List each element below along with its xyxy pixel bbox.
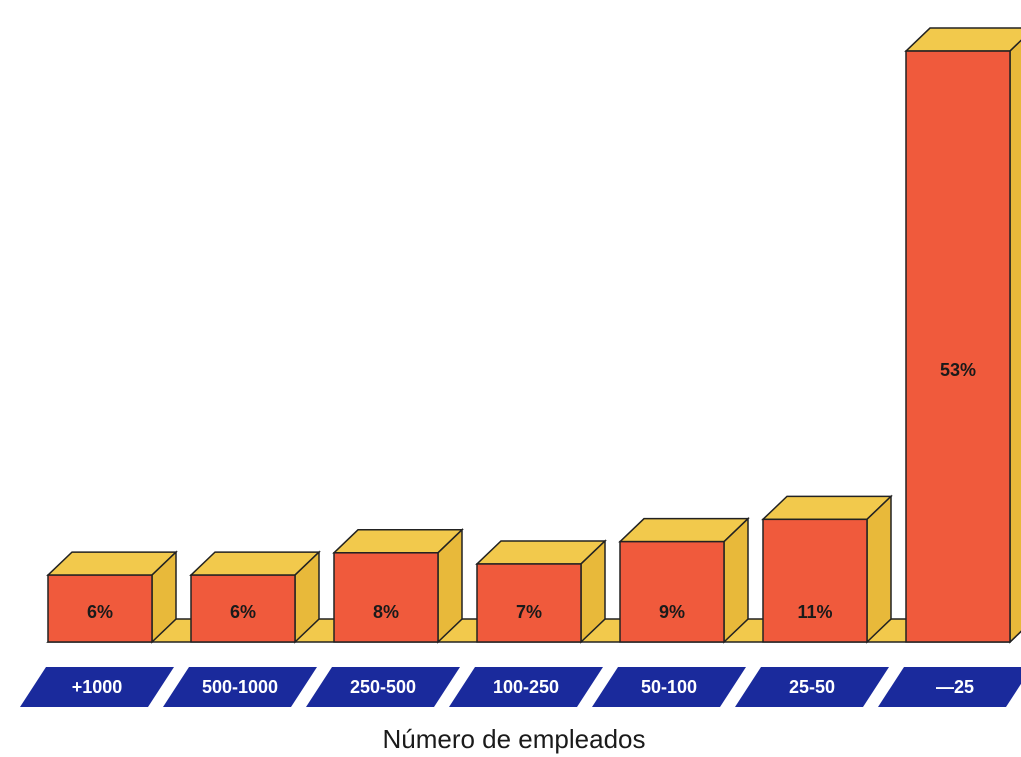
category-label-text: 250-500 bbox=[350, 677, 416, 697]
bar-value-label: 8% bbox=[373, 602, 399, 622]
category-label-text: +1000 bbox=[72, 677, 123, 697]
category-label-text: 500-1000 bbox=[202, 677, 278, 697]
bar-value-label: 6% bbox=[230, 602, 256, 622]
bar-value-label: 9% bbox=[659, 602, 685, 622]
category-label-band bbox=[735, 667, 889, 707]
category-label: —25 bbox=[878, 667, 1021, 707]
bar-side-face bbox=[866, 494, 892, 644]
category-labels: +1000 500-1000 250-500 100-250 50-100 25-50 —2… bbox=[20, 667, 1021, 707]
category-label: 25-50 bbox=[735, 667, 889, 707]
category-label: 250-500 bbox=[306, 667, 460, 707]
category-label-text: 100-250 bbox=[493, 677, 559, 697]
category-label-band bbox=[163, 667, 317, 707]
category-label-text: 25-50 bbox=[789, 677, 835, 697]
bar-front-face bbox=[905, 50, 1011, 643]
bar-side-face bbox=[1009, 39, 1021, 644]
bar-4: 7% bbox=[475, 539, 607, 644]
bar-1: 6% bbox=[46, 550, 178, 644]
bar-front-face bbox=[476, 563, 582, 643]
category-label: 500-1000 bbox=[163, 667, 317, 707]
category-label-band bbox=[306, 667, 460, 707]
bar-top-face bbox=[904, 27, 1021, 52]
bar-front-face bbox=[762, 518, 868, 643]
bar-value-label: 53% bbox=[940, 360, 976, 380]
bar-5: 9% bbox=[618, 516, 750, 644]
bar-value-label: 6% bbox=[87, 602, 113, 622]
bar-front-face bbox=[47, 574, 153, 643]
bar-7: 53% bbox=[904, 27, 1021, 644]
category-label: 100-250 bbox=[449, 667, 603, 707]
category-label-band bbox=[20, 667, 174, 707]
bar-front-face bbox=[333, 552, 439, 643]
bar-value-label: 7% bbox=[516, 602, 542, 622]
category-label-text: —25 bbox=[936, 677, 974, 697]
bar-front-face bbox=[619, 540, 725, 643]
bar-6: 11% bbox=[761, 494, 893, 644]
bar-3: 8% bbox=[332, 528, 464, 644]
category-label-band bbox=[878, 667, 1021, 707]
category-label-band bbox=[449, 667, 603, 707]
category-label: 50-100 bbox=[592, 667, 746, 707]
category-label-text: 50-100 bbox=[641, 677, 697, 697]
x-axis-title: Número de empleados bbox=[382, 724, 645, 754]
bars: 6% 6% 8% 7% 9% 11% 53% bbox=[46, 27, 1021, 644]
bar-front-face bbox=[190, 574, 296, 643]
bar-value-label: 11% bbox=[797, 602, 832, 622]
bar-2: 6% bbox=[189, 550, 321, 644]
category-label: +1000 bbox=[20, 667, 174, 707]
category-label-band bbox=[592, 667, 746, 707]
